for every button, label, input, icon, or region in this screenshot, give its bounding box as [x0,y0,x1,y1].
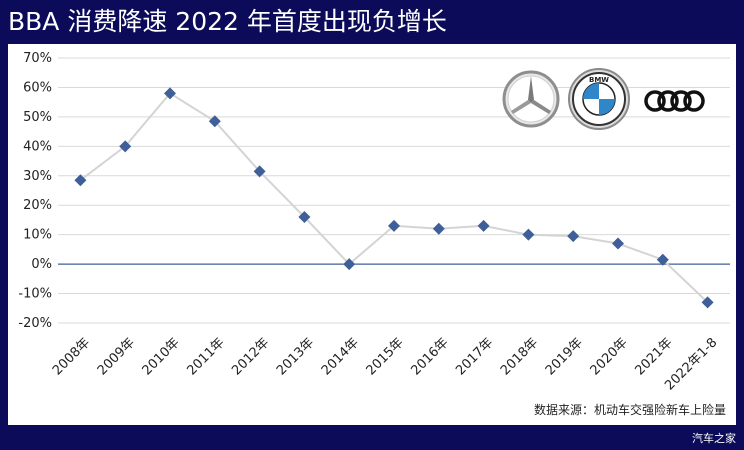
x-tick-label: 2021年 [632,335,675,378]
data-point [298,211,311,223]
x-tick-label: 2014年 [319,335,362,378]
data-point [656,253,669,266]
line-chart: -20% -10% 0% 10% 20% 30% 40% 50% 60% 70% 2008年 200… [18,51,730,393]
x-tick-label: 2012年 [229,335,272,378]
watermark: 汽车之家 [692,432,736,445]
x-tick-label: 2009年 [95,335,138,378]
bmw-logo: BMW [568,68,630,130]
audi-logo [644,90,705,112]
x-tick-label: 2008年 [50,335,93,378]
x-tick-label: 2019年 [543,335,586,378]
data-point [612,237,624,250]
x-tick-label: 2011年 [184,335,227,378]
y-tick-label: 30% [23,169,52,184]
y-tick-label: 20% [23,198,52,213]
y-tick-label: 60% [23,80,52,95]
data-point [253,165,266,178]
y-tick-label: 40% [23,139,52,154]
x-tick-label: 2013年 [274,335,317,378]
x-tick-label: 2020年 [588,335,631,378]
data-point [701,296,714,309]
data-point [343,258,356,271]
y-tick-label: 10% [23,228,52,243]
mercedes-benz-logo [502,70,560,128]
data-point [388,219,400,232]
y-tick-label: 50% [23,110,52,125]
x-tick-label: 2018年 [498,335,541,378]
data-point [567,230,580,243]
data-point [164,87,176,100]
y-tick-label: 0% [31,257,52,272]
x-tick-label: 2017年 [453,335,496,378]
x-tick-label: 2016年 [408,335,451,378]
y-tick-label: -20% [18,316,52,331]
data-point [477,219,490,232]
data-point [208,115,221,128]
y-tick-label: -10% [18,287,52,302]
data-point [522,228,535,241]
x-tick-label: 2010年 [140,335,183,378]
bmw-logo-letters: BMW [589,76,609,84]
y-tick-label: 70% [23,51,52,66]
data-point [432,222,445,235]
chart-panel: -20% -10% 0% 10% 20% 30% 40% 50% 60% 70% 2008年 200… [8,44,736,425]
data-source-note: 数据来源：机动车交强险新车上险量 [533,403,726,417]
brand-logos: BMW [502,68,705,130]
data-point [119,140,132,153]
data-point [74,174,87,187]
x-tick-label: 2015年 [364,335,407,378]
chart-title: BBA 消费降速 2022 年首度出现负增长 [8,7,447,36]
